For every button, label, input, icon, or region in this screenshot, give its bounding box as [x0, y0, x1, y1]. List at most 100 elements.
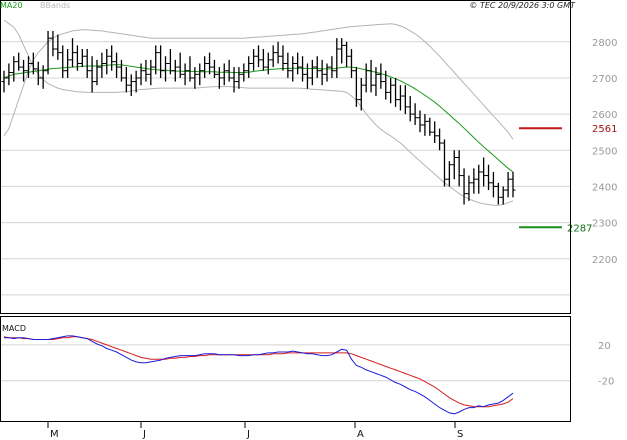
ohlc-bar: [348, 49, 354, 78]
ohlc-bar: [358, 77, 364, 111]
ohlc-bar: [21, 59, 27, 82]
ohlc-bar: [270, 45, 276, 68]
ohlc-bar: [383, 70, 389, 100]
ohlc-bar: [300, 56, 306, 82]
ohlc-bar: [422, 114, 428, 136]
ohlc-bar: [207, 52, 213, 75]
ohlc-bar: [427, 117, 433, 136]
ohlc-bar: [118, 59, 124, 82]
ohlc-bar: [265, 52, 271, 75]
ohlc-bar: [363, 63, 369, 93]
ohlc-bar: [182, 63, 188, 86]
ohlc-bar: [70, 38, 76, 68]
ohlc-bar: [236, 67, 242, 89]
ohlc-bar: [6, 63, 12, 86]
ohlc-bar: [99, 52, 105, 78]
x-tick-label: A: [357, 429, 364, 440]
ohlc-bar: [30, 52, 36, 75]
ohlc-bar: [295, 52, 301, 75]
ohlc-bar: [456, 150, 462, 187]
ohlc-bar: [167, 49, 173, 75]
ohlc-bar: [187, 56, 193, 82]
ohlc-bar: [11, 56, 17, 82]
ohlc-bar: [324, 63, 330, 82]
ohlc-bar: [388, 77, 394, 104]
ohlc-bar: [461, 168, 467, 205]
price-y-tick-label: 2400: [592, 182, 617, 193]
ohlc-bar: [339, 38, 345, 64]
ohlc-bar: [314, 56, 320, 78]
ohlc-bar: [329, 56, 335, 78]
ohlc-bar: [353, 67, 359, 107]
x-tick-label: M: [50, 429, 59, 440]
ohlc-bar: [114, 52, 120, 78]
macd-y-tick-label: 20: [598, 341, 611, 352]
ohlc-bar: [280, 45, 286, 71]
ohlc-bar: [172, 59, 178, 82]
ohlc-bar: [437, 128, 443, 151]
ohlc-bar: [226, 59, 232, 82]
ohlc-bar: [84, 49, 90, 78]
ohlc-bar: [241, 63, 247, 82]
ohlc-bar: [466, 175, 472, 201]
ohlc-bar: [65, 49, 71, 78]
ohlc-bar: [128, 74, 134, 97]
ma20-line: [3, 64, 514, 173]
x-tick-label: J: [246, 429, 250, 440]
ohlc-bar: [441, 139, 447, 187]
ohlc-bar: [211, 59, 217, 78]
ohlc-bar: [50, 30, 56, 57]
ohlc-bar: [334, 38, 340, 78]
ohlc-bar: [133, 70, 139, 93]
price-pane: 2200 2300 2400 2500 2600 2700 2800 2561 2287: [0, 0, 617, 314]
x-tick-label: J: [142, 429, 146, 440]
ohlc-bar: [275, 41, 281, 64]
ohlc-bar: [256, 45, 261, 68]
price-y-tick-label: 2300: [592, 219, 617, 230]
ohlc-bar: [412, 103, 418, 125]
ohlc-bar: [45, 30, 51, 75]
ohlc-bar: [74, 45, 80, 71]
ohlc-bar: [94, 59, 100, 86]
ohlc-bar: [104, 49, 110, 75]
ohlc-bar: [344, 41, 350, 68]
legend-ma20: MA20: [0, 1, 23, 10]
ohlc-bar: [397, 85, 403, 111]
ohlc-bar: [309, 59, 315, 86]
ohlc-bar: [368, 59, 374, 93]
ohlc-bar: [148, 59, 154, 86]
ohlc-bar: [177, 52, 183, 78]
ohlc-bar: [260, 49, 266, 71]
ohlc-bar: [446, 161, 452, 187]
ohlc-bar: [16, 52, 22, 71]
ohlc-bar: [25, 56, 31, 78]
ohlc-bar: [432, 121, 438, 144]
ohlc-bar: [500, 186, 506, 205]
ohlc-bar: [192, 67, 198, 89]
ohlc-bar: [505, 171, 511, 198]
bbands-upper-line: [3, 23, 514, 140]
ohlc-bar: [451, 150, 457, 180]
macd-signal-line: [3, 336, 514, 408]
ohlc-bar: [251, 49, 257, 71]
price-y-tick-label: 2700: [592, 74, 617, 85]
ohlc-bar: [304, 63, 310, 89]
ohlc-bar: [407, 96, 413, 122]
ohlc-bar: [109, 45, 115, 71]
ohlc-bar: [378, 63, 384, 89]
price-pane-frame: [0, 0, 571, 314]
ohlc-bar: [495, 182, 501, 205]
ohlc-bar: [481, 157, 487, 187]
ohlc-bar: [290, 56, 296, 82]
ohlc-bar: [197, 63, 203, 86]
price-y-tick-label: 2200: [592, 255, 617, 266]
ohlc-bar: [138, 63, 144, 86]
ohlc-bar: [417, 110, 423, 133]
support-level-label: 2287: [567, 223, 592, 234]
bbands-lower-line: [3, 19, 514, 206]
ohlc-bar: [285, 52, 291, 78]
ohlc-bar: [231, 67, 237, 93]
ohlc-bar: [40, 65, 46, 89]
macd-pane: 20 -20: [0, 316, 614, 422]
